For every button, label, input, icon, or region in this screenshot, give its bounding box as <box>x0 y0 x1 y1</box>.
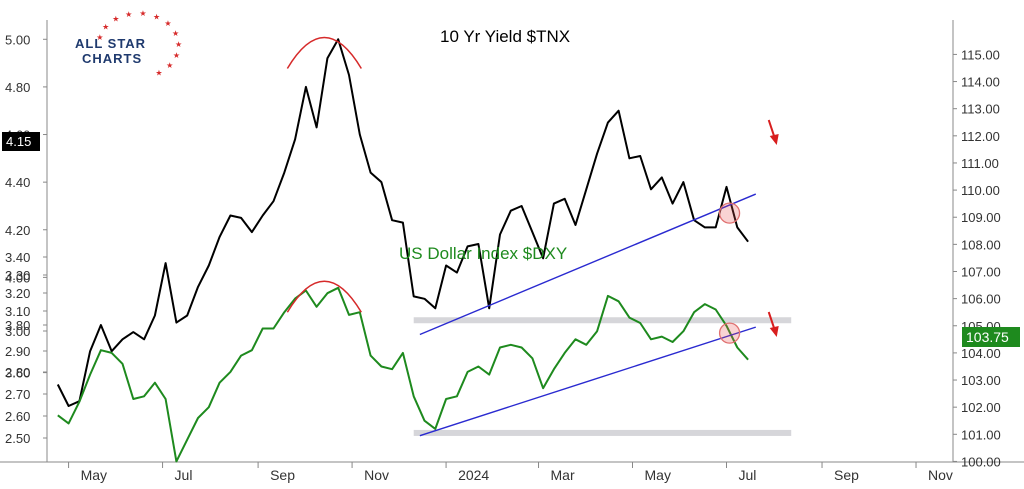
tnx-line <box>56 38 749 407</box>
tnx-breakdown-circle <box>718 202 741 224</box>
lower-left-tick-label: 2.80 <box>5 365 30 380</box>
x-tick-label: Jul <box>175 467 193 483</box>
x-tick-label: 2024 <box>458 467 489 483</box>
logo-star-icon: ★ <box>112 15 119 24</box>
dxy-tick-label: 114.00 <box>961 75 1000 90</box>
logo-star-icon: ★ <box>175 40 182 49</box>
tnx-tick-label: 4.40 <box>5 175 30 190</box>
tnx-tick-label: 3.80 <box>5 318 30 333</box>
logo-star-icon: ★ <box>96 33 103 42</box>
dxy-tick-label: 100.00 <box>961 454 1001 469</box>
dxy-top-arc <box>286 280 362 313</box>
tnx-title: 10 Yr Yield $TNX <box>440 27 570 46</box>
x-tick-label: Nov <box>364 467 389 483</box>
tnx-down-arrow-head-icon <box>769 134 779 145</box>
dxy-tick-label: 103.00 <box>961 373 1001 388</box>
logo-star-icon: ★ <box>172 29 179 38</box>
dxy-tick-label: 113.00 <box>961 102 1000 117</box>
lower-left-tick-label: 2.50 <box>5 431 30 446</box>
axis-frame <box>0 20 1024 463</box>
dxy-down-arrow-head-icon <box>769 326 779 337</box>
x-axis: May Jul Sep Nov 2024 Mar May Jul Sep Nov <box>68 462 953 483</box>
dxy-title: US Dollar Index $DXY <box>399 244 567 263</box>
dxy-tick-label: 107.00 <box>961 264 1001 279</box>
all-star-charts-logo: ★★★★ ★ ★★★★★★★ ALL STAR CHARTS <box>75 9 182 77</box>
dxy-tick-label: 112.00 <box>961 129 1000 144</box>
logo-star-icon: ★ <box>166 61 173 70</box>
logo-star-icon: ★ <box>173 51 180 60</box>
lower-left-tick-label: 3.40 <box>5 250 30 265</box>
tnx-badge-bg <box>2 132 40 151</box>
dxy-tick-label: 102.00 <box>961 400 1001 415</box>
dxy-tick-label: 104.00 <box>961 346 1001 361</box>
logo-star-icon: ★ <box>139 9 146 18</box>
logo-star-icon: ★ <box>155 69 162 78</box>
dxy-last-value: 103.75 <box>966 329 1009 345</box>
dxy-tick-label: 111.00 <box>961 156 999 171</box>
logo-stars-icon: ★★★★ ★ ★★★★★★★ <box>96 9 182 77</box>
tnx-tick-label: 3.60 <box>5 366 30 381</box>
logo-star-icon: ★ <box>125 10 132 19</box>
tnx-trendline <box>419 193 757 336</box>
dxy-tick-label: 110.00 <box>961 183 1000 198</box>
support-bands <box>413 317 792 436</box>
lower-left-tick-label: 2.70 <box>5 387 30 402</box>
lower-left-tick-label: 3.10 <box>5 304 30 319</box>
tnx-down-arrow-icon <box>767 119 776 139</box>
dxy-tick-label: 109.00 <box>961 210 1001 225</box>
x-tick-label: May <box>645 467 671 483</box>
dxy-tick-label: 101.00 <box>961 427 1001 442</box>
x-tick-label: Mar <box>551 467 575 483</box>
dxy-tick-label: 115.00 <box>961 47 1000 62</box>
lower-left-tick-label: 3.30 <box>5 268 30 283</box>
x-tick-label: Sep <box>834 467 859 483</box>
logo-line-1: ALL STAR <box>75 36 146 51</box>
dxy-down-arrow-icon <box>767 311 776 331</box>
left-y-axis-tnx: 3.603.804.004.204.404.604.805.002.502.60… <box>5 32 47 446</box>
lower-left-tick-label: 2.90 <box>5 344 30 359</box>
tnx-support-band <box>413 317 792 324</box>
x-tick-label: Nov <box>928 467 953 483</box>
dxy-support-band <box>413 429 792 436</box>
logo-star-icon: ★ <box>153 12 160 21</box>
tnx-tick-label: 4.80 <box>5 80 30 95</box>
lower-left-tick-label: 3.00 <box>5 324 30 339</box>
tnx-tick-label: 4.20 <box>5 223 30 238</box>
right-y-axis-dxy: 100.00101.00102.00103.00104.00105.00106.… <box>953 47 1001 469</box>
tnx-tick-label: 4.00 <box>5 270 30 285</box>
dxy-last-value-badge: 103.75 <box>962 327 1020 347</box>
x-tick-label: May <box>81 467 107 483</box>
dxy-breakdown-circle <box>718 322 741 344</box>
dxy-badge-bg <box>962 327 1020 347</box>
dxy-tick-label: 106.00 <box>961 292 1001 307</box>
annotations <box>286 37 779 344</box>
tnx-last-value: 4.15 <box>6 134 31 149</box>
x-tick-label: Sep <box>270 467 295 483</box>
dxy-line <box>57 286 749 463</box>
lower-left-tick-label: 3.20 <box>5 286 30 301</box>
logo-star-icon: ★ <box>164 19 171 28</box>
tnx-tick-label: 5.00 <box>5 32 30 47</box>
logo-line-2: CHARTS <box>82 51 142 66</box>
logo-star-icon: ★ <box>102 23 109 32</box>
lower-left-tick-label: 2.60 <box>5 409 30 424</box>
series-lines <box>56 38 749 463</box>
dxy-tick-label: 108.00 <box>961 237 1001 252</box>
tnx-top-arc <box>286 37 362 69</box>
trendlines <box>419 193 757 437</box>
x-tick-label: Jul <box>739 467 757 483</box>
dxy-trendline <box>419 326 756 437</box>
tnx-last-value-badge: 4.15 <box>2 132 40 151</box>
